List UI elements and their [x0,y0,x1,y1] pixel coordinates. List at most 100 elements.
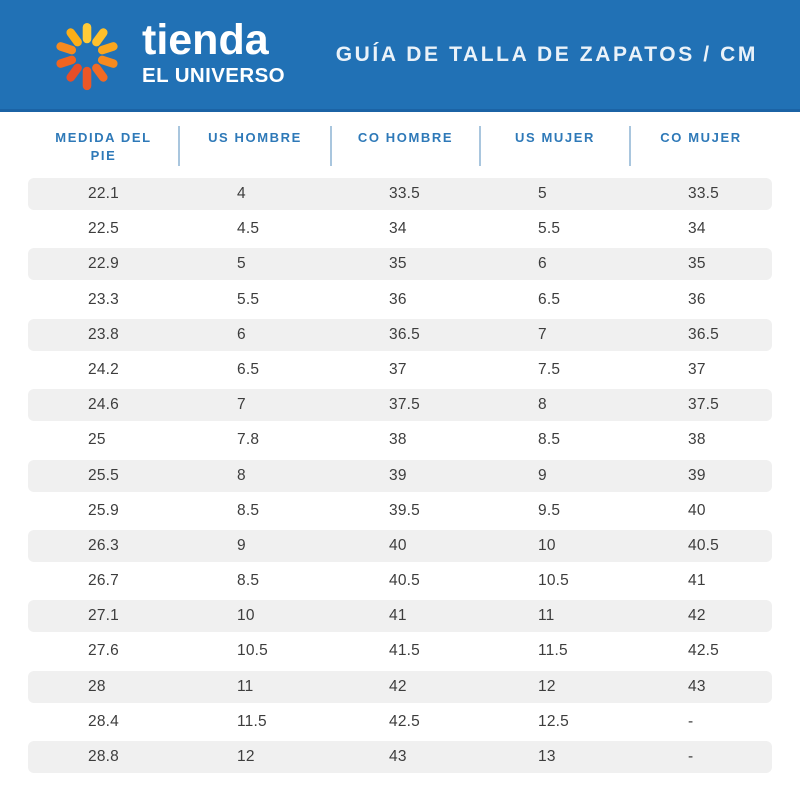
table-cell: 8 [237,466,246,484]
table-row: 25.5 8 39 9 39 [28,459,772,492]
table-cell: 23.3 [88,290,119,308]
table-cell: 6 [538,255,547,273]
table-cell: 6 [237,325,246,343]
table-cell: 6.5 [538,290,561,308]
table-cell: 4.5 [237,220,260,238]
table-cell: 7.5 [538,360,561,378]
table-cell: 11.5 [538,642,568,660]
table-row: 25 7.8 38 8.5 38 [28,424,772,456]
table-cell: 36 [688,290,706,308]
table-cell: - [688,712,694,730]
table-cell: 37.5 [389,396,420,414]
sunburst-icon [56,22,118,90]
column-divider [330,126,332,166]
table-cell: 27.1 [88,607,119,625]
table-cell: 24.2 [88,360,119,378]
table-cell: 41 [389,607,407,625]
table-cell: 5 [538,185,547,202]
table-cell: 28 [88,677,106,695]
column-divider [629,126,631,166]
table-row: 28 11 42 12 43 [28,670,772,703]
table-cell: 5.5 [538,220,561,238]
table-cell: 9 [237,536,246,554]
table-cell: 27.6 [88,642,119,660]
table-cell: 34 [688,220,706,238]
table-cell: 9.5 [538,501,561,519]
table-row: 22.9 5 35 6 35 [28,248,772,281]
table-row: 27.6 10.5 41.5 11.5 42.5 [28,635,772,667]
table-cell: 40 [688,501,706,519]
table-cell: 41.5 [389,642,420,660]
table-cell: 26.3 [88,536,119,554]
column-header-us-mujer: US MUJER [480,126,631,178]
table-cell: 4 [237,185,246,202]
column-header-co-hombre: CO HOMBRE [331,126,481,178]
table-cell: 25 [88,431,106,449]
table-cell: 40 [389,536,407,554]
table-cell: 26.7 [88,572,119,590]
table-cell: 25.9 [88,501,119,519]
table-cell: 7 [538,325,547,343]
table-row: 23.3 5.5 36 6.5 36 [28,284,772,316]
table-cell: 7.8 [237,431,260,449]
table-cell: 42 [688,607,706,625]
table-cell: 9 [538,466,547,484]
table-cell: 37 [688,360,706,378]
table-cell: 22.5 [88,220,119,238]
table-cell: 8.5 [237,501,260,519]
banner: tienda EL UNIVERSO GUÍA DE TALLA DE ZAPA… [0,0,800,112]
table-cell: 33.5 [688,185,719,202]
page-title: GUÍA DE TALLA DE ZAPATOS / CM [335,42,758,66]
table-row: 27.1 10 41 11 42 [28,600,772,633]
table-cell: 25.5 [88,466,119,484]
table-cell: 35 [688,255,706,273]
table-cell: 12 [538,677,556,695]
table-cell: 10 [237,607,255,625]
table-cell: 11 [237,677,254,695]
table-cell: 34 [389,220,407,238]
table-cell: 37.5 [688,396,719,414]
table-cell: 36.5 [688,325,719,343]
table-row: 22.1 4 33.5 5 33.5 [28,178,772,210]
table-row: 28.8 12 43 13 - [28,741,772,773]
table-cell: 35 [389,255,407,273]
table-cell: 7 [237,396,246,414]
table-cell: 6.5 [237,360,260,378]
table-cell: 10 [538,536,556,554]
table-row: 24.6 7 37.5 8 37.5 [28,389,772,422]
table-body: 22.1 4 33.5 5 33.5 22.5 4.5 34 5.5 34 22.9 5 35 6 35 23… [28,178,772,773]
table-row: 24.2 6.5 37 7.5 37 [28,354,772,386]
table-cell: 23.8 [88,325,119,343]
column-divider [479,126,481,166]
table-cell: 8.5 [538,431,561,449]
table-cell: 38 [688,431,706,449]
table-cell: 11 [538,607,555,625]
table-cell: 8.5 [237,572,260,590]
table-row: 22.5 4.5 34 5.5 34 [28,213,772,245]
table-cell: 13 [538,748,556,765]
table-cell: 39 [389,466,407,484]
table-cell: 12.5 [538,712,569,730]
column-header-co-mujer: CO MUJER [660,130,742,145]
table-cell: 39 [688,466,706,484]
table-cell: 42 [389,677,407,695]
table-cell: 40.5 [688,536,719,554]
table-cell: 12 [237,748,255,765]
table-row: 26.7 8.5 40.5 10.5 41 [28,565,772,597]
table-cell: 11.5 [237,712,267,730]
table-cell: 42.5 [688,642,719,660]
table-cell: - [688,748,694,765]
table-cell: 41 [688,572,706,590]
table-cell: 24.6 [88,396,119,414]
table-header: MEDIDA DEL PIE US HOMBRE CO HOMBRE US MU… [28,112,772,178]
table-row: 23.8 6 36.5 7 36.5 [28,318,772,351]
table-cell: 38 [389,431,407,449]
brand-logo: tienda EL UNIVERSO [48,16,285,94]
table-cell: 22.9 [88,255,119,273]
brand-subname: EL UNIVERSO [142,63,285,87]
table-cell: 42.5 [389,712,420,730]
table-cell: 22.1 [88,185,119,202]
table-cell: 37 [389,360,407,378]
table-cell: 43 [688,677,706,695]
